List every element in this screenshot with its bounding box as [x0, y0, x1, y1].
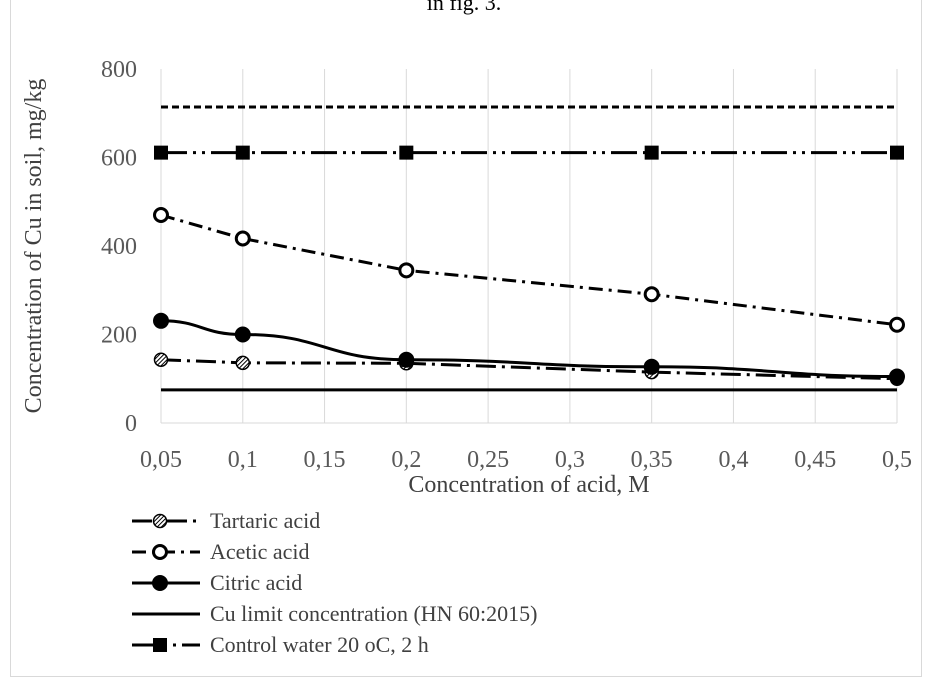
legend-swatch: [132, 574, 200, 591]
acetic-acid-line: [160, 213, 898, 327]
legend-item: Tartaric acid: [130, 505, 538, 536]
legend-swatch-marker: [152, 513, 168, 528]
x-tick-label: 0,45: [794, 447, 836, 473]
legend-swatch-marker: [153, 637, 167, 652]
legend-item: Citric acid: [130, 567, 538, 598]
legend-swatch: [132, 637, 200, 652]
y-tick-label: 0: [125, 411, 137, 437]
legend-item: Acetic acid: [130, 536, 538, 567]
x-tick-label: 0,2: [391, 447, 421, 473]
acetic-acid-point: [153, 207, 169, 224]
tartaric-acid-point: [235, 355, 251, 371]
legend-label: Acetic acid: [210, 538, 310, 564]
legend-label: Citric acid: [210, 569, 303, 595]
control-water-20-oc-2-h-point: [154, 145, 168, 160]
x-tick-label: 0,3: [555, 447, 585, 473]
x-tick-label: 0,4: [718, 447, 748, 473]
x-axis-title: Concentration of acid, M: [408, 472, 649, 498]
legend-item: Control water 20 oC, 2 h: [130, 629, 538, 660]
legend-swatch: [132, 543, 200, 560]
citric-acid-point: [398, 351, 415, 368]
citric-acid-point: [153, 312, 169, 329]
x-tick-label: 0,1: [228, 447, 258, 473]
legend-swatch-marker: [152, 574, 168, 591]
x-tick-label: 0,35: [631, 447, 673, 473]
legend-swatch-marker: [152, 543, 168, 560]
y-tick-label: 400: [101, 234, 137, 260]
chart-title: in fig. 3.: [426, 0, 502, 15]
control-water-20-oc-2-h-point: [890, 145, 904, 160]
x-tick-label: 0,05: [140, 447, 182, 473]
legend-swatch: [132, 612, 200, 615]
x-tick-label: 0,15: [304, 447, 346, 473]
citric-acid-point: [234, 326, 251, 343]
acetic-acid-point: [643, 286, 660, 303]
legend-label: Control water 20 oC, 2 h: [210, 631, 429, 657]
y-tick-label: 800: [101, 57, 137, 83]
legend-item: Cu limit concentration (HN 60:2015): [130, 598, 538, 629]
y-tick-label: 600: [101, 146, 137, 172]
control-water-20-oc-2-h-point: [399, 145, 414, 160]
y-tick-label: 200: [101, 323, 137, 349]
acetic-acid-point: [398, 262, 415, 279]
acetic-acid-point: [234, 230, 251, 247]
chart-frame: [10, 0, 922, 677]
y-axis-title: Concentration of Cu in soil, mg/kg: [21, 79, 47, 414]
tartaric-acid-point: [153, 352, 169, 367]
citric-acid-point: [643, 358, 660, 375]
legend-label: Cu limit concentration (HN 60:2015): [210, 600, 538, 626]
x-tick-label: 0,25: [467, 447, 509, 473]
control-water-20-oc-2-h-point: [644, 145, 659, 160]
legend: Tartaric acid Acetic acid Citric acid Cu li…: [130, 505, 538, 660]
acetic-acid-point: [889, 316, 905, 333]
citric-acid-point: [889, 368, 905, 385]
legend-label: Tartaric acid: [210, 507, 321, 533]
legend-swatch: [132, 513, 200, 528]
x-tick-label: 0,5: [882, 447, 912, 473]
control-water-20-oc-2-h-point: [235, 145, 250, 160]
